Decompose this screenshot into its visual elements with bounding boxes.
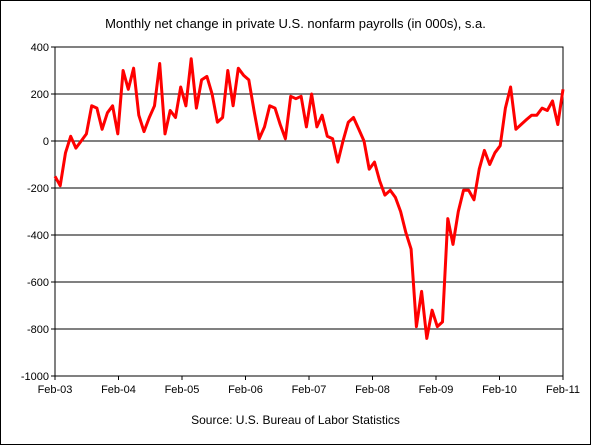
- y-tick-label: 200: [31, 89, 49, 101]
- chart-title: Monthly net change in private U.S. nonfa…: [105, 16, 486, 31]
- y-tick-label: -1000: [21, 371, 49, 383]
- x-tick-label: Feb-04: [101, 384, 136, 396]
- x-tick-label: Feb-10: [482, 384, 517, 396]
- y-tick-label: 0: [43, 136, 49, 148]
- series-line: [53, 57, 565, 340]
- y-tick-label: -800: [27, 324, 49, 336]
- y-tick-label: -600: [27, 277, 49, 289]
- plot-area: [54, 46, 564, 377]
- y-tick-label: -200: [27, 183, 49, 195]
- y-tick-label: 400: [31, 42, 49, 54]
- y-axis-ticks: -1000 -800 -600 -400 -200 0 200 400: [21, 42, 55, 383]
- chart-source: Source: U.S. Bureau of Labor Statistics: [191, 413, 400, 427]
- x-tick-label: Feb-09: [419, 384, 454, 396]
- x-tick-label: Feb-05: [165, 384, 200, 396]
- y-tick-label: -400: [27, 230, 49, 242]
- x-axis-ticks: Feb-03 Feb-04 Feb-05 Feb-06 Feb-07 Feb-08 Feb-…: [38, 376, 580, 396]
- x-tick-label: Feb-06: [228, 384, 263, 396]
- x-tick-label: Feb-07: [292, 384, 327, 396]
- grid-lines: [55, 93, 563, 330]
- x-tick-label: Feb-03: [38, 384, 73, 396]
- x-tick-label: Feb-08: [355, 384, 390, 396]
- x-tick-label: Feb-11: [546, 384, 580, 396]
